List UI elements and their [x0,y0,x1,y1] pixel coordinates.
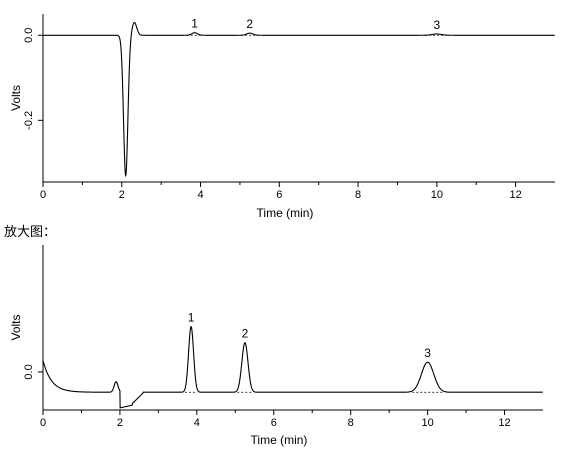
peak-label: 2 [242,327,249,341]
x-tick-label: 2 [119,189,125,201]
x-tick-label: 4 [194,417,200,429]
x-axis-label: Time (min) [257,206,314,220]
x-tick-label: 10 [421,417,433,429]
peak-label: 3 [424,346,431,360]
y-axis-label: Volts [9,85,23,111]
x-tick-label: 2 [117,417,123,429]
signal-trace [43,21,555,178]
peak-label: 3 [434,18,441,32]
x-tick-label: 4 [197,189,203,201]
x-tick-label: 8 [355,189,361,201]
x-tick-label: 6 [271,417,277,429]
section-caption: 放大图： [4,224,56,239]
y-tick-label: 0.0 [23,364,35,379]
x-axis-label: Time (min) [251,433,308,447]
x-tick-label: 6 [276,189,282,201]
y-axis-label: Volts [9,314,23,340]
x-tick-label: 0 [40,189,46,201]
x-tick-label: 12 [498,417,510,429]
x-tick-label: 10 [431,189,443,201]
y-tick-label: -0.2 [23,111,35,130]
x-tick-label: 0 [40,417,46,429]
peak-label: 1 [191,17,198,31]
peak-label: 2 [246,17,253,31]
x-tick-label: 12 [509,189,521,201]
peak-label: 1 [188,311,195,325]
signal-trace [42,325,543,409]
x-tick-label: 8 [348,417,354,429]
y-tick-label: 0.0 [23,28,35,43]
